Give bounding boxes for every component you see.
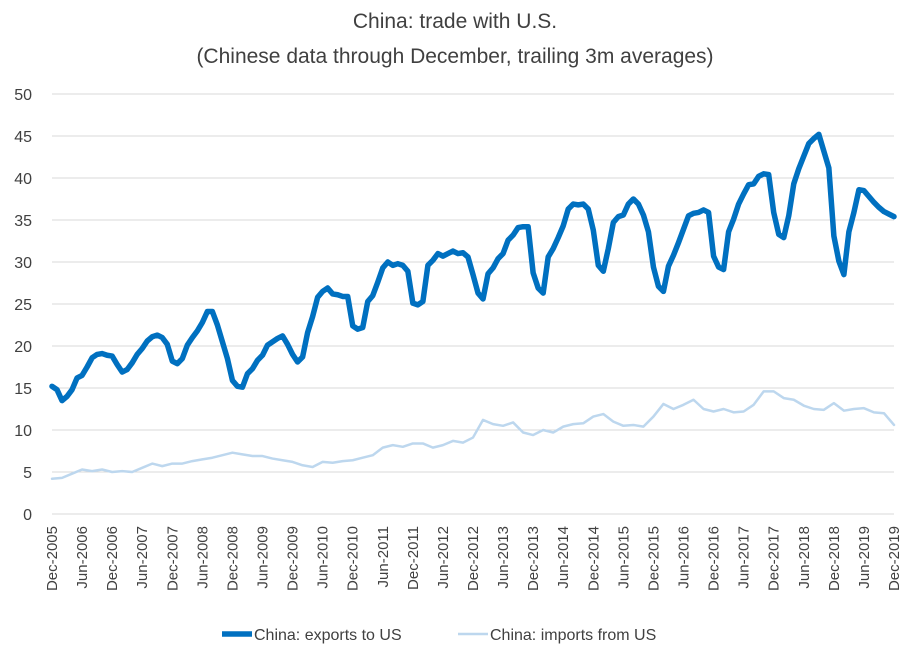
y-tick-label: 35 — [14, 213, 32, 230]
x-tick-label: Dec-2006 — [104, 526, 121, 591]
x-tick-label: Dec-2010 — [345, 526, 362, 591]
y-tick-label: 20 — [14, 339, 32, 356]
x-tick-label: Jun-2014 — [555, 526, 572, 589]
chart-title: China: trade with U.S. — [353, 10, 557, 33]
x-tick-label: Jun-2010 — [315, 526, 332, 589]
x-tick-label: Dec-2012 — [465, 526, 482, 591]
legend-label-imports: China: imports from US — [490, 627, 656, 644]
x-tick-label: Jun-2015 — [615, 526, 632, 589]
series-line-exports — [49, 131, 897, 404]
x-tick-label: Jun-2019 — [856, 526, 873, 589]
x-tick-label: Jun-2008 — [194, 526, 211, 589]
x-tick-label: Jun-2013 — [495, 526, 512, 589]
y-tick-label: 30 — [14, 255, 32, 272]
x-tick-label: Dec-2011 — [405, 526, 422, 590]
x-tick-label: Dec-2017 — [766, 526, 783, 591]
y-tick-label: 5 — [23, 465, 32, 482]
x-tick-label: Dec-2008 — [224, 526, 241, 591]
x-tick-label: Dec-2015 — [645, 526, 662, 591]
x-tick-label: Jun-2011 — [375, 526, 392, 587]
y-tick-label: 45 — [14, 129, 32, 146]
gridlines — [52, 93, 894, 515]
x-tick-label: Jun-2007 — [134, 526, 151, 589]
series-lines — [49, 131, 897, 480]
y-tick-label: 0 — [23, 507, 32, 524]
x-tick-label: Jun-2012 — [435, 526, 452, 589]
x-tick-label: Jun-2017 — [736, 526, 753, 589]
legend: China: exports to US China: imports from… — [222, 627, 656, 644]
x-tick-label: Dec-2009 — [285, 526, 302, 591]
series-line-imports — [50, 390, 896, 480]
y-tick-label: 50 — [14, 87, 32, 104]
x-tick-label: Dec-2018 — [826, 526, 843, 591]
y-axis-tick-labels: 0 5 10 15 20 25 30 35 40 45 50 — [14, 87, 32, 524]
x-tick-label: Jun-2018 — [796, 526, 813, 589]
legend-label-exports: China: exports to US — [254, 627, 402, 644]
y-tick-label: 25 — [14, 297, 32, 314]
x-tick-label: Jun-2009 — [255, 526, 272, 589]
y-tick-label: 10 — [14, 423, 32, 440]
x-tick-label: Dec-2005 — [44, 526, 61, 591]
x-tick-label: Jun-2006 — [74, 526, 91, 589]
x-axis-tick-labels: Dec-2005 Jun-2006 Dec-2006 Jun-2007 Dec-2007… — [44, 526, 903, 591]
x-tick-label: Jun-2016 — [676, 526, 693, 589]
x-tick-label: Dec-2013 — [525, 526, 542, 591]
x-tick-label: Dec-2014 — [585, 526, 602, 591]
x-tick-label: Dec-2007 — [164, 526, 181, 591]
x-tick-label: Dec-2019 — [886, 526, 903, 591]
y-tick-label: 15 — [14, 381, 32, 398]
chart-subtitle: (Chinese data through December, trailing… — [196, 45, 713, 68]
y-tick-label: 40 — [14, 171, 32, 188]
x-tick-label: Dec-2016 — [706, 526, 723, 591]
